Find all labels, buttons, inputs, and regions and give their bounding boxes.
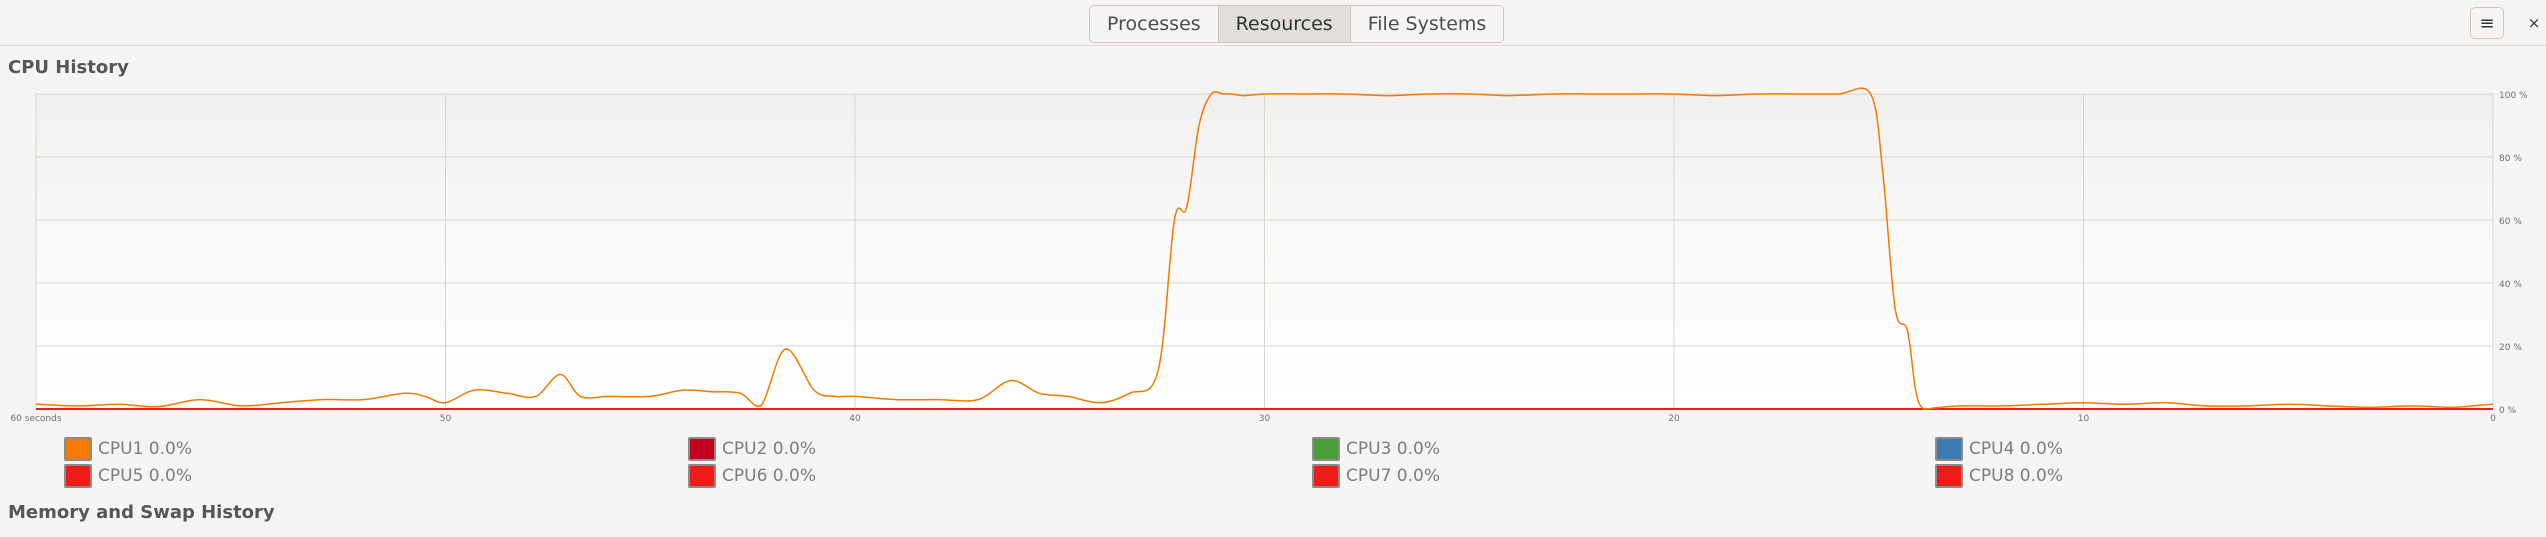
- legend-item-cpu1: CPU1 0.0%: [64, 436, 192, 462]
- legend-label-cpu3: CPU3 0.0%: [1346, 439, 1440, 459]
- legend-item-cpu4: CPU4 0.0%: [1935, 436, 2063, 462]
- tab-resources[interactable]: Resources: [1218, 6, 1351, 42]
- cpu-legend: CPU1 0.0% CPU2 0.0% CPU3 0.0% CPU4 0.0% …: [0, 436, 2546, 492]
- hamburger-menu-icon[interactable]: ≡: [2470, 7, 2504, 39]
- cpu-history-chart: 60 seconds 50 40 30 20 10 0 100 % 80 % 60 % 40 % 2…: [10, 87, 2528, 424]
- series-line-cpu1: [35, 87, 2494, 410]
- color-swatch-cpu2[interactable]: [688, 437, 716, 461]
- tab-processes[interactable]: Processes: [1090, 6, 1219, 42]
- x-tick-label: 50: [440, 414, 452, 424]
- y-tick-label: 100 %: [2499, 91, 2528, 101]
- cpu-history-title: CPU History: [8, 57, 129, 78]
- close-icon[interactable]: ×: [2527, 14, 2541, 32]
- color-swatch-cpu3[interactable]: [1312, 437, 1340, 461]
- legend-label-cpu8: CPU8 0.0%: [1969, 466, 2063, 486]
- legend-label-cpu6: CPU6 0.0%: [722, 466, 816, 486]
- x-tick-label: 40: [849, 414, 861, 424]
- legend-label-cpu1: CPU1 0.0%: [98, 439, 192, 459]
- memory-swap-history-title: Memory and Swap History: [8, 502, 275, 523]
- x-tick-label: 20: [1668, 414, 1680, 424]
- legend-item-cpu3: CPU3 0.0%: [1312, 436, 1440, 462]
- y-tick-label: 60 %: [2499, 217, 2522, 227]
- color-swatch-cpu4[interactable]: [1935, 437, 1963, 461]
- view-switcher: Processes Resources File Systems: [1089, 5, 1505, 43]
- legend-item-cpu2: CPU2 0.0%: [688, 436, 816, 462]
- legend-label-cpu7: CPU7 0.0%: [1346, 466, 1440, 486]
- x-tick-label: 30: [1259, 414, 1271, 424]
- y-tick-label: 40 %: [2499, 280, 2522, 290]
- legend-label-cpu5: CPU5 0.0%: [98, 466, 192, 486]
- legend-label-cpu4: CPU4 0.0%: [1969, 439, 2063, 459]
- y-tick-label: 20 %: [2499, 343, 2522, 353]
- color-swatch-cpu8[interactable]: [1935, 464, 1963, 488]
- legend-item-cpu7: CPU7 0.0%: [1312, 463, 1440, 489]
- color-swatch-cpu1[interactable]: [64, 437, 92, 461]
- header-bar: Processes Resources File Systems ≡ ×: [0, 0, 2546, 46]
- color-swatch-cpu5[interactable]: [64, 464, 92, 488]
- x-tick-label: 10: [2078, 414, 2090, 424]
- y-tick-label: 80 %: [2499, 154, 2522, 164]
- tab-file-systems[interactable]: File Systems: [1367, 13, 1487, 35]
- legend-item-cpu6: CPU6 0.0%: [688, 463, 816, 489]
- color-swatch-cpu6[interactable]: [688, 464, 716, 488]
- x-tick-label: 60 seconds: [10, 414, 61, 424]
- color-swatch-cpu7[interactable]: [1312, 464, 1340, 488]
- legend-item-cpu5: CPU5 0.0%: [64, 463, 192, 489]
- legend-label-cpu2: CPU2 0.0%: [722, 439, 816, 459]
- legend-item-cpu8: CPU8 0.0%: [1935, 463, 2063, 489]
- y-tick-label: 0 %: [2499, 406, 2517, 416]
- x-tick-label: 0: [2490, 414, 2496, 424]
